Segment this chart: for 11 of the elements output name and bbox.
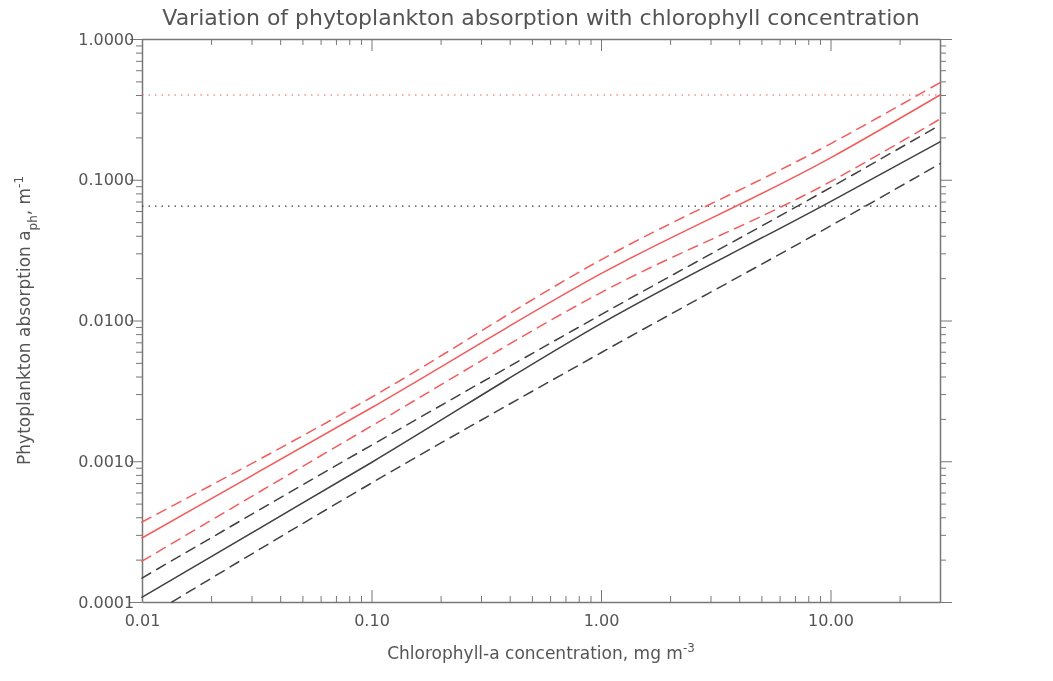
chart-title: Variation of phytoplankton absorption with chlorophyll concentration <box>162 5 920 30</box>
y-tick-label: 0.0010 <box>78 451 135 471</box>
y-tick-label: 0.0001 <box>78 592 135 612</box>
y-tick-label: 0.0100 <box>78 311 135 331</box>
y-tick-label: 1.0000 <box>78 29 135 49</box>
x-tick-label: 1.00 <box>583 610 620 630</box>
y-tick-label: 0.1000 <box>78 170 135 190</box>
x-axis-title: Chlorophyll-a concentration, mg m$^{-3}$ <box>387 641 695 663</box>
x-tick-label: 0.01 <box>124 610 161 630</box>
x-tick-label: 10.00 <box>808 610 854 630</box>
x-tick-label: 0.10 <box>354 610 390 630</box>
